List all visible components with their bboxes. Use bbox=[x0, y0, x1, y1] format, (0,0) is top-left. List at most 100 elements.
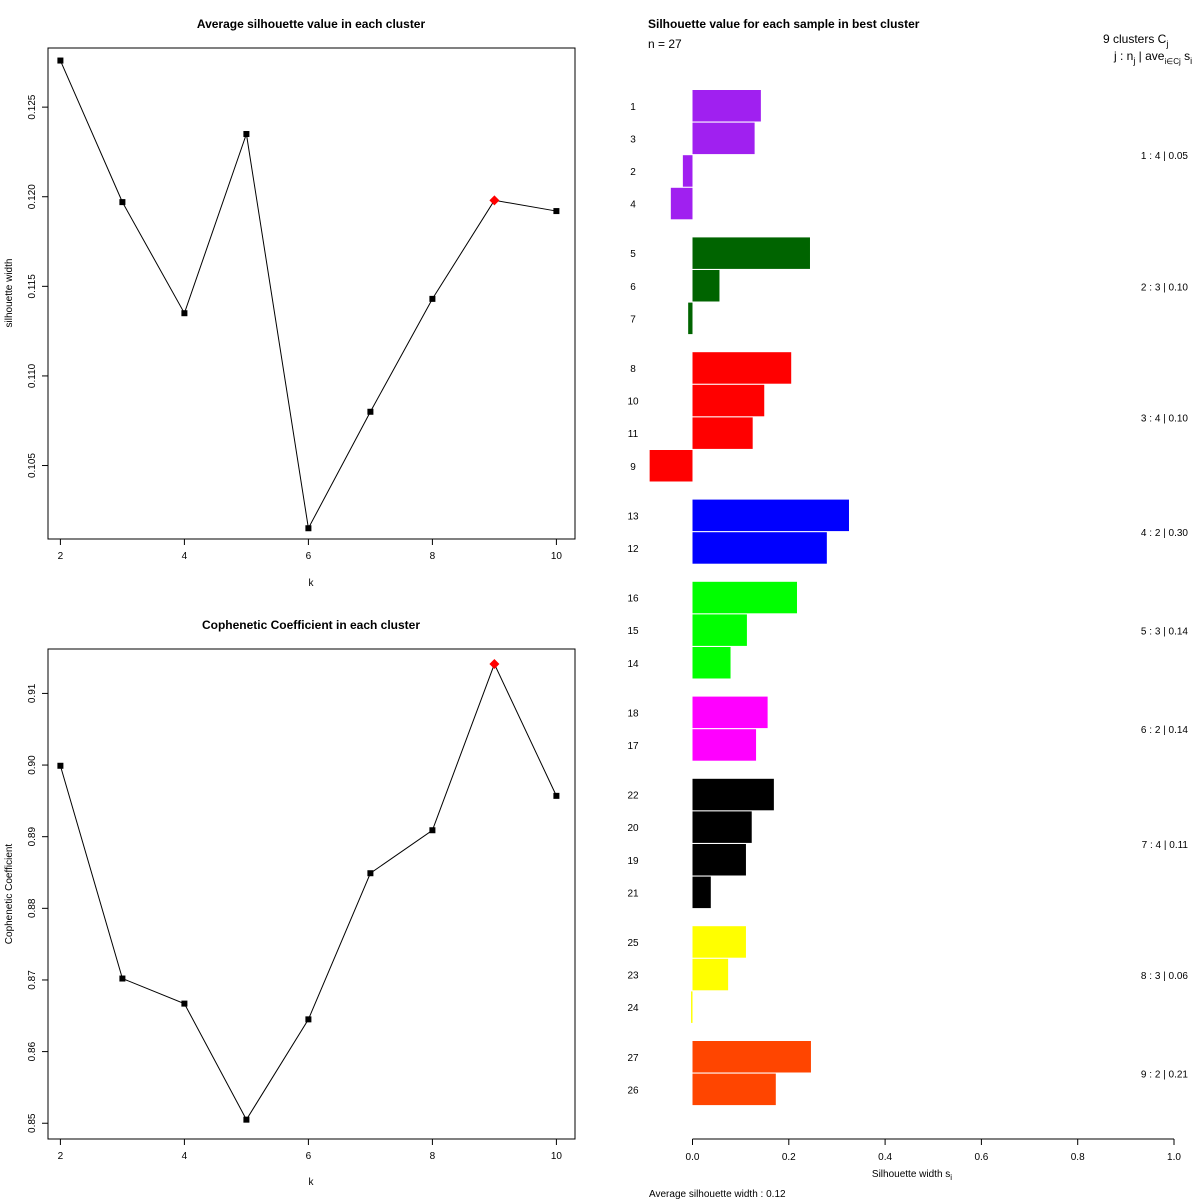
data-point bbox=[119, 199, 126, 206]
silhouette-bar bbox=[692, 614, 747, 646]
data-point bbox=[305, 525, 312, 532]
best-k-point bbox=[489, 659, 500, 670]
sample-label: 14 bbox=[627, 659, 639, 670]
x-tick-label: 1.0 bbox=[1167, 1152, 1181, 1163]
y-tick-label: 0.86 bbox=[27, 1041, 38, 1061]
x-tick-label: 2 bbox=[58, 1151, 64, 1162]
data-point bbox=[429, 295, 436, 302]
x-tick-label: 0.4 bbox=[878, 1152, 892, 1163]
average-silhouette-footer: Average silhouette width : 0.12 bbox=[649, 1189, 786, 1200]
data-point bbox=[305, 1016, 312, 1023]
silhouette-bar bbox=[692, 581, 797, 614]
x-axis-label: k bbox=[309, 578, 315, 589]
y-tick-label: 0.91 bbox=[27, 683, 38, 703]
cluster-summary: 9 : 2 | 0.21 bbox=[1141, 1070, 1189, 1081]
x-tick-label: 8 bbox=[430, 551, 436, 562]
silhouette-bar bbox=[692, 729, 757, 761]
silhouette-bar bbox=[692, 417, 753, 449]
x-tick-label: 6 bbox=[306, 1151, 312, 1162]
sample-label: 10 bbox=[627, 397, 639, 408]
x-tick-label: 0.2 bbox=[782, 1152, 796, 1163]
sample-label: 3 bbox=[630, 134, 636, 145]
silhouette-bar bbox=[649, 450, 693, 482]
sample-label: 22 bbox=[627, 791, 639, 802]
data-point bbox=[181, 1000, 188, 1007]
sample-label: 11 bbox=[628, 429, 639, 440]
silhouette-bar bbox=[692, 237, 810, 269]
silhouette-bar bbox=[692, 384, 765, 417]
silhouette-bar bbox=[692, 778, 774, 811]
sample-label: 15 bbox=[627, 626, 639, 637]
x-axis-label: k bbox=[309, 1177, 315, 1188]
x-tick-label: 0.8 bbox=[1071, 1152, 1085, 1163]
silhouette-bar bbox=[692, 926, 746, 958]
sample-label: 6 bbox=[630, 282, 636, 293]
y-tick-label: 0.125 bbox=[27, 94, 38, 119]
cluster-summary: 4 : 2 | 0.30 bbox=[1141, 528, 1189, 539]
plot-frame bbox=[47, 47, 576, 540]
silhouette-bar bbox=[682, 155, 693, 187]
silhouette-bar bbox=[692, 1073, 776, 1106]
y-tick-label: 0.110 bbox=[27, 363, 38, 388]
silhouette-bar bbox=[692, 352, 792, 384]
sample-label: 23 bbox=[627, 971, 639, 982]
y-tick-label: 0.85 bbox=[27, 1113, 38, 1133]
silhouette-bar bbox=[692, 958, 729, 991]
sample-label: 21 bbox=[627, 888, 639, 899]
y-tick-label: 0.120 bbox=[27, 184, 38, 209]
silhouette-bar bbox=[692, 696, 768, 729]
y-tick-label: 0.88 bbox=[27, 898, 38, 918]
n-label: n = 27 bbox=[648, 37, 682, 51]
best-k-point bbox=[489, 195, 500, 206]
y-tick-label: 0.89 bbox=[27, 827, 38, 847]
sample-label: 9 bbox=[630, 462, 636, 473]
silhouette-bar bbox=[692, 876, 711, 909]
silhouette-bar bbox=[692, 499, 849, 532]
silhouette-bar bbox=[692, 1041, 811, 1073]
silhouette-bar bbox=[692, 532, 827, 564]
silhouette-bar bbox=[692, 811, 752, 843]
sample-label: 4 bbox=[630, 200, 636, 211]
x-tick-label: 4 bbox=[182, 551, 188, 562]
x-tick-label: 0.6 bbox=[974, 1152, 988, 1163]
cluster-summary: 1 : 4 | 0.05 bbox=[1141, 151, 1189, 162]
sample-label: 25 bbox=[627, 938, 639, 949]
cluster-summary: 7 : 4 | 0.11 bbox=[1142, 840, 1189, 851]
silhouette-bar bbox=[691, 991, 693, 1023]
silhouette-bar bbox=[688, 302, 693, 335]
chart-title: Cophenetic Coefficient in each cluster bbox=[202, 618, 420, 632]
data-point bbox=[243, 131, 250, 138]
data-point bbox=[429, 827, 436, 834]
y-tick-label: 0.87 bbox=[27, 970, 38, 990]
sample-label: 18 bbox=[627, 708, 639, 719]
x-axis-label: Silhouette width si bbox=[872, 1169, 952, 1182]
data-point bbox=[367, 870, 374, 877]
x-tick-label: 2 bbox=[58, 551, 64, 562]
sample-label: 20 bbox=[627, 823, 639, 834]
cluster-summary: 2 : 3 | 0.10 bbox=[1141, 282, 1189, 293]
sample-label: 12 bbox=[627, 544, 639, 555]
silhouette-bar bbox=[670, 187, 693, 220]
sample-label: 8 bbox=[630, 364, 636, 375]
y-tick-label: 0.115 bbox=[27, 274, 38, 299]
silhouette-bar bbox=[692, 647, 731, 679]
cophenetic-line-chart: Cophenetic Coefficient in each cluster k… bbox=[4, 618, 576, 1188]
sample-label: 24 bbox=[627, 1003, 639, 1014]
x-tick-label: 6 bbox=[306, 551, 312, 562]
silhouette-bar bbox=[692, 270, 720, 302]
legend-header-line1: 9 clusters Cj bbox=[1103, 32, 1168, 49]
sample-label: 2 bbox=[630, 167, 636, 178]
data-point bbox=[553, 792, 560, 799]
sample-label: 27 bbox=[627, 1053, 639, 1064]
data-point bbox=[57, 762, 64, 769]
sample-label: 26 bbox=[627, 1085, 639, 1096]
cluster-summary: 6 : 2 | 0.14 bbox=[1141, 725, 1189, 736]
sample-label: 16 bbox=[627, 594, 639, 605]
x-tick-label: 0.0 bbox=[686, 1152, 700, 1163]
series-line bbox=[59, 60, 557, 530]
chart-title: Silhouette value for each sample in best… bbox=[648, 17, 920, 31]
y-axis-label: silhouette width bbox=[4, 259, 15, 328]
data-point bbox=[243, 1116, 250, 1123]
silhouette-bar-chart: Silhouette value for each sample in best… bbox=[627, 17, 1192, 1200]
silhouette-bar bbox=[692, 122, 755, 155]
